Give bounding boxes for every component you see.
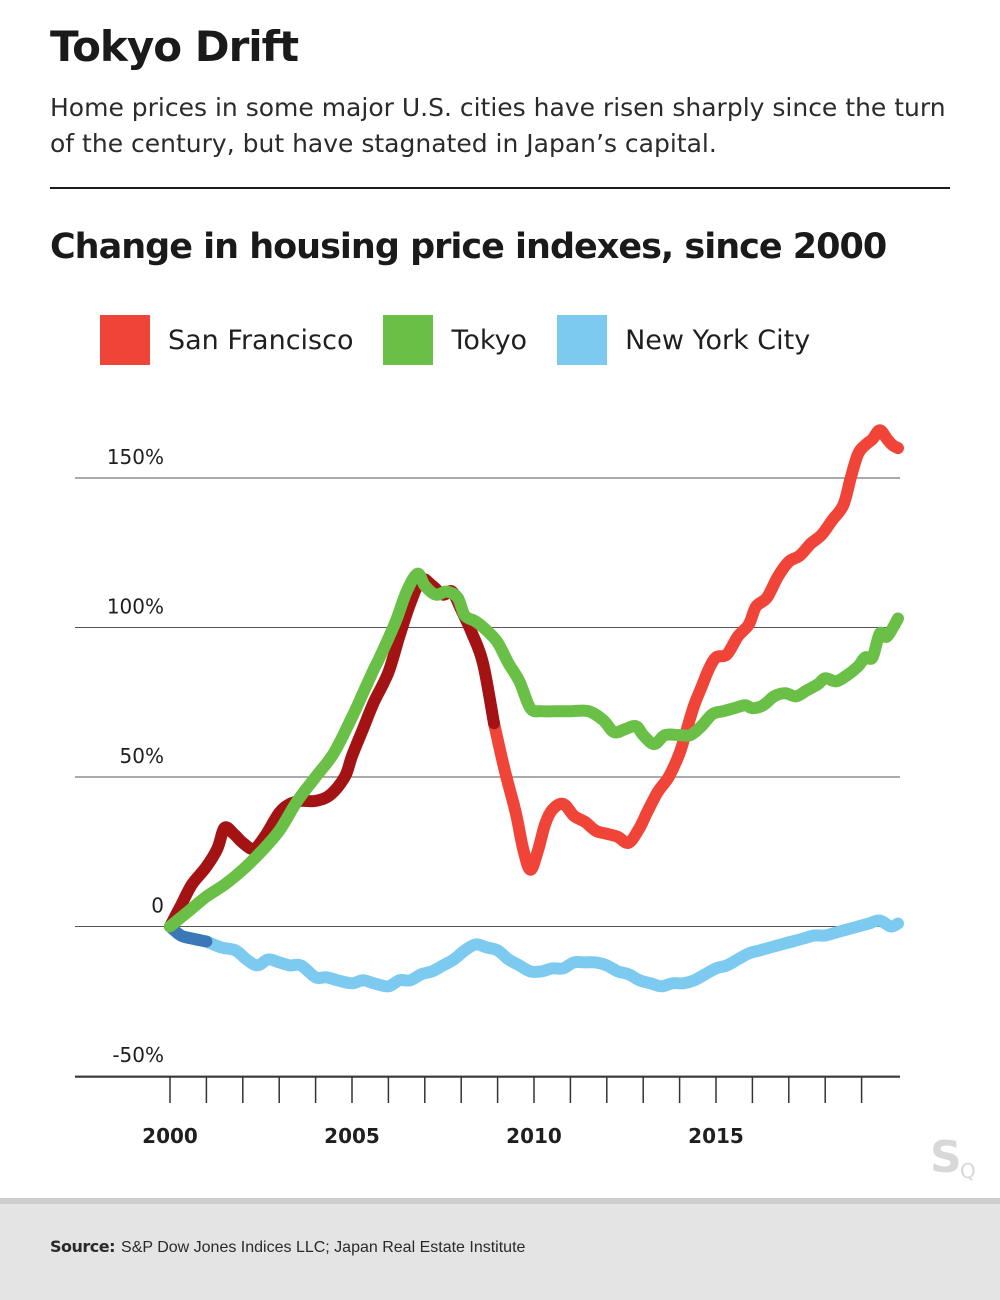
x-tick-label: 2005 xyxy=(324,1124,380,1148)
legend-label-new-york-city: New York City xyxy=(625,324,811,356)
y-tick-label: 0 xyxy=(151,894,164,918)
svg-text:Q: Q xyxy=(960,1159,976,1183)
source-label: Source: xyxy=(50,1237,116,1256)
legend-swatch-tokyo xyxy=(383,315,434,365)
legend-label-tokyo: Tokyo xyxy=(451,324,528,356)
svg-text:S: S xyxy=(930,1132,962,1183)
headline: Tokyo Drift xyxy=(50,22,299,71)
x-tick-label: 2010 xyxy=(506,1124,562,1148)
legend-item-san-francisco: San Francisco xyxy=(100,315,353,365)
series-line-new-york-city xyxy=(200,914,904,993)
legend-item-tokyo: Tokyo xyxy=(383,315,527,365)
y-tick-label: 100% xyxy=(107,595,164,619)
y-tick-label: -50% xyxy=(112,1043,164,1067)
subheadline: Home prices in some major U.S. cities ha… xyxy=(50,93,946,158)
legend-swatch-san-francisco xyxy=(100,315,150,365)
series-line-san-francisco xyxy=(488,424,904,876)
legend-label-san-francisco: San Francisco xyxy=(168,324,354,356)
header-divider xyxy=(50,187,950,189)
legend-item-new-york-city: New York City xyxy=(557,315,810,365)
x-tick-label: 2000 xyxy=(142,1124,198,1148)
source-text: S&P Dow Jones Indices LLC; Japan Real Es… xyxy=(121,1239,526,1256)
footer: Source: S&P Dow Jones Indices LLC; Japan … xyxy=(0,1198,1000,1300)
series-line-early-new-york-city xyxy=(164,920,213,948)
chart-title: Change in housing price indexes, since 2… xyxy=(50,227,887,267)
y-tick-label: 150% xyxy=(107,445,164,469)
line-chart: 150% 100% 50% 0 -50% 2000 2005 2010 2015 xyxy=(75,424,904,1148)
source-note: Source: S&P Dow Jones Indices LLC; Japan … xyxy=(50,1237,525,1257)
series-line-tokyo xyxy=(164,567,904,933)
x-tick-label: 2015 xyxy=(688,1124,744,1148)
chart-legend: San Francisco Tokyo New York City xyxy=(100,315,840,365)
sq-logo-icon: S Q xyxy=(930,1128,986,1184)
y-tick-label: 50% xyxy=(120,744,164,768)
legend-swatch-new-york-city xyxy=(557,315,608,365)
